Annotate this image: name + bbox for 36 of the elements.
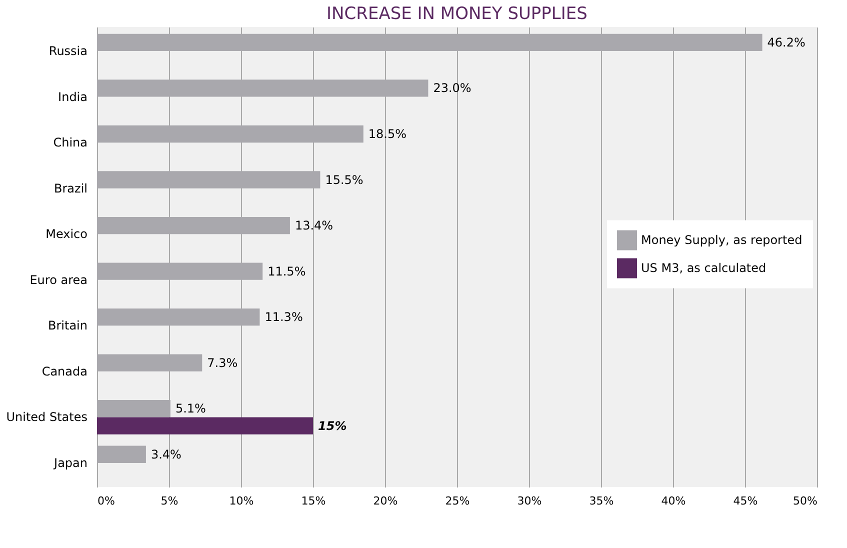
- data-label: 5.1%: [175, 402, 206, 416]
- legend-label: Money Supply, as reported: [641, 233, 802, 248]
- x-tick-label: 35%: [589, 494, 614, 508]
- y-tick-label: Britain: [48, 318, 88, 333]
- x-tick-label: 25%: [445, 494, 470, 508]
- x-tick-label: 50%: [793, 494, 818, 508]
- bar: [97, 417, 313, 434]
- y-tick-label: Brazil: [54, 181, 88, 196]
- legend-label: US M3, as calculated: [641, 261, 766, 276]
- y-tick-label: Euro area: [30, 272, 88, 287]
- data-label: 46.2%: [767, 35, 806, 50]
- chart-title: INCREASE IN MONEY SUPPLIES: [326, 4, 588, 24]
- y-tick-label: China: [53, 136, 88, 150]
- x-tick-label: 45%: [733, 494, 758, 508]
- data-label: 11.5%: [268, 264, 306, 278]
- x-tick-label: 5%: [160, 494, 178, 508]
- y-tick-label: Japan: [53, 456, 88, 470]
- x-tick-label: 30%: [517, 494, 542, 508]
- x-tick-label: 20%: [373, 494, 398, 508]
- x-tick-label: 0%: [98, 494, 115, 508]
- y-tick-label: United States: [6, 410, 88, 424]
- data-label: 23.0%: [433, 81, 472, 96]
- x-tick-label: 40%: [661, 494, 686, 508]
- data-label: 15%: [318, 418, 347, 433]
- x-tick-label: 15%: [301, 494, 326, 508]
- x-tick-label: 10%: [229, 494, 254, 508]
- data-label: 3.4%: [150, 447, 182, 462]
- data-label: 13.4%: [294, 218, 334, 233]
- y-tick-label: India: [58, 90, 88, 104]
- data-label: 7.3%: [207, 356, 238, 370]
- y-tick-label: Canada: [42, 364, 88, 378]
- data-label: 15.5%: [325, 172, 364, 187]
- data-label: 11.3%: [264, 310, 303, 324]
- y-tick-label: Russia: [48, 44, 88, 58]
- y-tick-label: Mexico: [46, 227, 88, 242]
- data-label: 18.5%: [368, 126, 407, 141]
